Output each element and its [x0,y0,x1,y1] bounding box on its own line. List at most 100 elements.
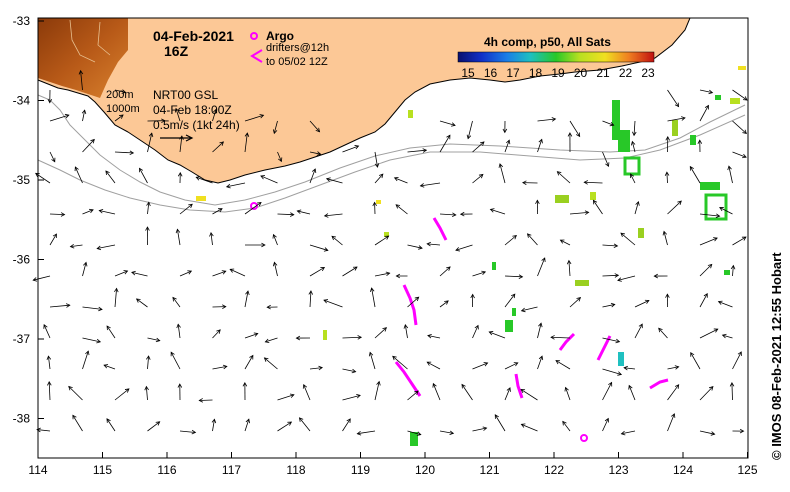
current-arrow [731,382,733,401]
lon-label: 116 [157,463,176,477]
current-arrow-head [351,368,357,374]
terrain-patch [38,18,128,98]
current-arrow-head [272,233,277,239]
current-arrow [82,262,87,277]
current-arrow [439,135,451,153]
current-arrow-head [584,210,590,215]
current-arrow-head [65,303,71,308]
current-arrow-head [478,173,484,179]
current-arrow [80,70,83,91]
current-arrow [537,323,542,339]
current-arrow-head [689,165,694,171]
current-arrow-head [502,128,508,134]
current-arrow [369,352,376,370]
current-arrow-head [155,421,161,426]
colorbar-tick-label: 17 [506,66,520,80]
current-arrow [244,419,250,432]
current-arrow [48,381,51,401]
current-arrow [537,356,543,370]
current-arrow [147,356,149,370]
current-arrow-head [298,417,304,422]
argo-legend-label: Argo [266,29,294,43]
current-arrow-head [272,261,278,267]
current-arrow [114,288,117,308]
current-arrow [699,430,715,435]
lat-label: -33 [13,14,31,28]
current-arrow [427,243,441,246]
current-arrow-head [610,302,616,308]
colorbar-tick-label: 18 [529,66,543,80]
current-arrow-head [559,239,565,244]
current-arrow [244,202,262,215]
current-arrow-head [662,230,668,236]
current-arrow [490,208,506,215]
current-arrow [504,275,523,278]
current-arrow [212,329,221,339]
current-arrow-head [713,328,719,333]
current-arrow-head [426,241,431,247]
current-arrow-head [139,167,144,173]
current-arrow [309,267,325,277]
current-arrow-head [664,171,670,176]
current-arrow-head [378,173,384,179]
current-arrow [472,271,486,277]
current-arrow [667,366,679,370]
current-arrow [342,336,362,339]
current-arrow [371,288,376,308]
current-arrow-head [148,132,154,138]
lon-label: 115 [93,463,112,477]
current-arrow [407,149,427,153]
current-arrow-head [124,388,130,393]
current-arrow-head [518,274,524,279]
current-arrow-head [617,371,623,376]
current-arrow-head [216,329,221,334]
current-arrow-head [708,386,714,391]
current-arrow [617,275,636,281]
current-arrow-head [179,135,184,140]
current-arrow-head [68,385,73,391]
current-arrow [264,357,278,370]
current-arrow [569,297,581,308]
current-arrow-head [47,381,52,386]
current-arrow-head [520,307,526,313]
current-arrow-head [446,134,451,140]
current-arrow [33,275,51,281]
current-arrow [277,394,295,401]
current-arrow-head [392,355,397,361]
current-arrow [212,141,224,153]
current-arrow-head [144,385,149,391]
colorbar [457,51,655,63]
current-arrow-head [427,333,432,339]
current-arrow [728,166,733,184]
current-arrow [179,430,196,433]
current-arrow-head [741,236,747,241]
current-arrow [392,356,408,370]
current-arrow-head [658,327,663,333]
current-arrow [303,384,311,401]
argo-float [580,434,588,442]
current-arrow [326,178,343,184]
current-arrow [699,386,714,401]
current-arrow-head [211,418,217,424]
current-arrow-head [47,98,53,104]
current-arrow-head [242,382,248,387]
current-arrow [602,274,619,277]
current-arrow-head [555,360,561,365]
current-arrow [521,306,538,312]
current-arrow [427,335,441,339]
current-arrow-head [538,138,543,144]
current-arrow [212,270,226,277]
current-arrow [244,114,264,122]
current-arrow [114,114,124,122]
current-arrow [172,297,181,308]
lon-label: 120 [415,463,435,477]
current-arrow-head [187,270,193,275]
current-arrow-head [174,107,180,113]
current-arrow [273,234,278,246]
current-arrow [593,200,603,215]
current-arrow-head [331,235,337,241]
lon-label: 125 [737,463,757,477]
current-arrow [212,109,217,122]
current-arrow [633,120,636,136]
current-arrow [407,296,419,308]
